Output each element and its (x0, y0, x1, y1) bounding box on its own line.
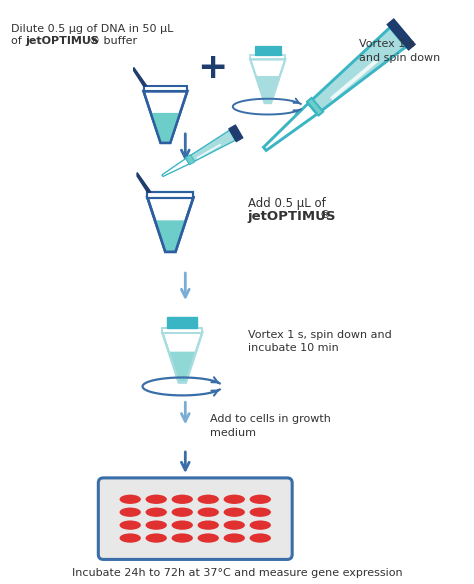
Ellipse shape (224, 520, 245, 530)
Polygon shape (388, 19, 415, 50)
Polygon shape (147, 192, 193, 197)
FancyBboxPatch shape (167, 317, 197, 328)
Polygon shape (250, 55, 285, 60)
Text: Add 0.5 µL of: Add 0.5 µL of (248, 197, 326, 210)
Polygon shape (137, 173, 151, 192)
Ellipse shape (119, 533, 141, 543)
Polygon shape (250, 60, 285, 103)
Ellipse shape (250, 533, 271, 543)
Text: +: + (197, 51, 228, 85)
Ellipse shape (198, 507, 219, 517)
Ellipse shape (172, 533, 193, 543)
Text: ®: ® (319, 210, 330, 221)
Text: incubate 10 min: incubate 10 min (248, 343, 339, 353)
Ellipse shape (250, 495, 271, 504)
Polygon shape (264, 103, 317, 151)
Polygon shape (309, 27, 406, 114)
Ellipse shape (172, 520, 193, 530)
Text: Vortex 1 s
and spin down: Vortex 1 s and spin down (359, 40, 440, 62)
Polygon shape (151, 113, 180, 143)
Ellipse shape (146, 495, 167, 504)
Text: Vortex 1 s, spin down and: Vortex 1 s, spin down and (248, 330, 392, 340)
Polygon shape (307, 98, 323, 116)
FancyBboxPatch shape (255, 46, 281, 55)
Polygon shape (162, 158, 189, 176)
Ellipse shape (119, 507, 141, 517)
Polygon shape (228, 125, 243, 142)
Polygon shape (144, 86, 187, 91)
Text: ® buffer: ® buffer (89, 36, 137, 46)
Polygon shape (163, 333, 202, 383)
Text: Dilute 0.5 µg of DNA in 50 µL: Dilute 0.5 µg of DNA in 50 µL (11, 23, 173, 34)
Text: jetOPTIMUS: jetOPTIMUS (248, 210, 337, 224)
Ellipse shape (198, 495, 219, 504)
Ellipse shape (224, 507, 245, 517)
Ellipse shape (119, 520, 141, 530)
Polygon shape (163, 328, 202, 333)
Text: Add to cells in growth
medium: Add to cells in growth medium (210, 414, 331, 438)
Polygon shape (134, 67, 147, 86)
Polygon shape (186, 130, 235, 164)
Text: jetOPTIMUS: jetOPTIMUS (25, 36, 99, 46)
Ellipse shape (224, 533, 245, 543)
Ellipse shape (250, 520, 271, 530)
Text: of: of (11, 36, 26, 46)
Ellipse shape (224, 495, 245, 504)
Ellipse shape (198, 520, 219, 530)
Ellipse shape (172, 507, 193, 517)
Ellipse shape (146, 533, 167, 543)
Text: Incubate 24h to 72h at 37°C and measure gene expression: Incubate 24h to 72h at 37°C and measure … (72, 568, 402, 578)
Polygon shape (256, 76, 280, 103)
Polygon shape (155, 220, 186, 252)
Polygon shape (144, 91, 187, 143)
Ellipse shape (146, 507, 167, 517)
Ellipse shape (172, 495, 193, 504)
Ellipse shape (119, 495, 141, 504)
Ellipse shape (250, 507, 271, 517)
Ellipse shape (198, 533, 219, 543)
Polygon shape (147, 197, 193, 252)
Ellipse shape (146, 520, 167, 530)
FancyBboxPatch shape (98, 478, 292, 559)
Polygon shape (169, 352, 196, 383)
Polygon shape (185, 155, 195, 165)
